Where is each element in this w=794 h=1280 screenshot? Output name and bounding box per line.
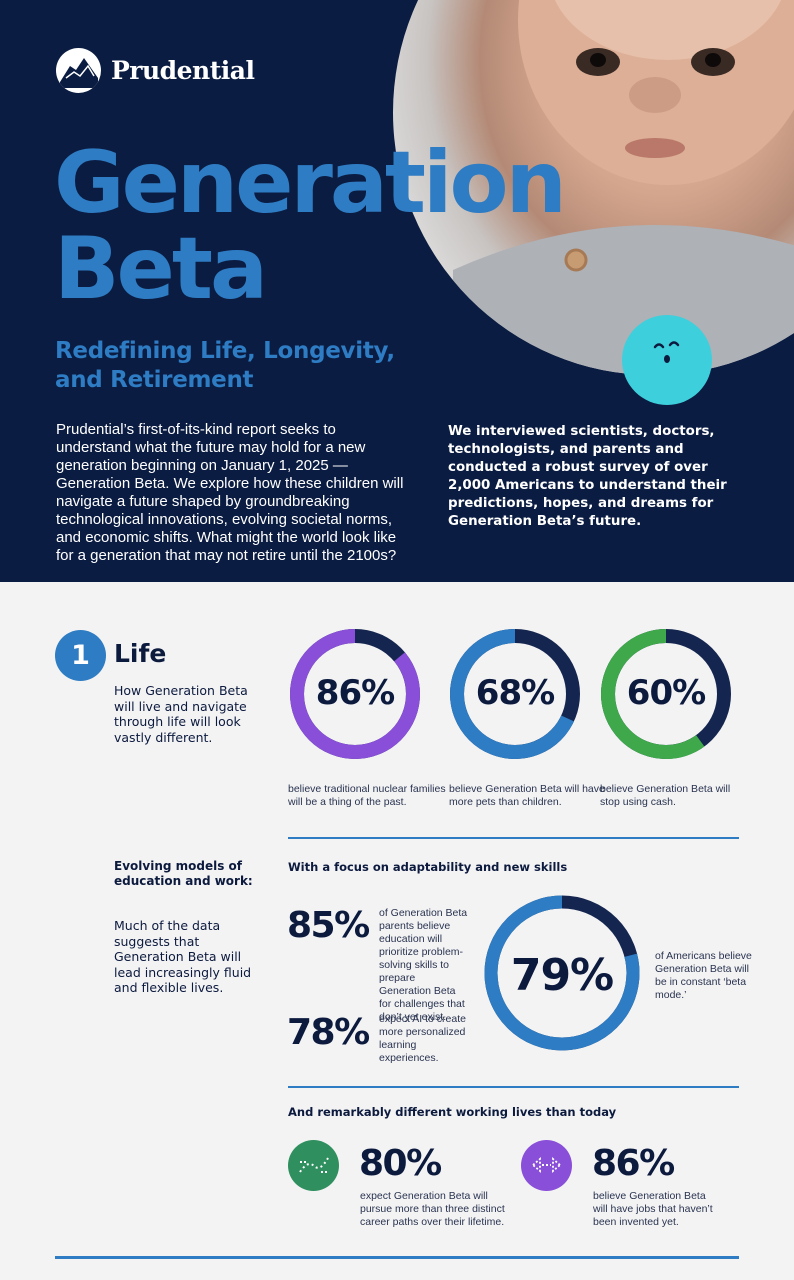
stat-problem-solving-text: of Generation Beta parents believe educa… (379, 907, 468, 1023)
work-heading: And remarkably different working lives t… (288, 1105, 617, 1119)
ring-value: 60% (626, 673, 706, 713)
bottom-divider (55, 1256, 739, 1259)
rock-of-gibraltar-icon (56, 48, 101, 93)
education-body: Much of the data suggests that Generatio… (114, 918, 252, 995)
ring-caption: believe Generation Beta will have more p… (449, 783, 605, 808)
stat-problem-solving-value: 85% (287, 905, 370, 946)
ring-value: 79% (510, 950, 614, 1001)
ring-arc (290, 629, 420, 759)
stat-new-jobs-text: believe Generation Beta will have jobs t… (593, 1190, 713, 1228)
ring-chart-beta-mode (484, 895, 640, 1051)
title-line-1: Generation (54, 133, 567, 233)
hero-section: Prudential Generation Beta Redefining Li… (0, 0, 794, 582)
section-description: How Generation Beta will live and naviga… (114, 683, 248, 745)
ring-caption: believe traditional nuclear families wil… (288, 783, 446, 808)
ring-arc (484, 895, 640, 1051)
ring-value: 68% (475, 673, 555, 713)
career-paths-icon (288, 1140, 339, 1191)
stat-new-jobs-value: 86% (592, 1143, 675, 1184)
face-icon (653, 341, 680, 363)
baby-illustration (453, 0, 794, 375)
prudential-logo[interactable]: Prudential (56, 48, 255, 93)
subtitle-line-1: Redefining Life, Longevity, (55, 338, 395, 364)
focus-heading: With a focus on adaptability and new ski… (288, 860, 568, 874)
title-line-2: Beta (54, 219, 268, 319)
page-title: Generation Beta (54, 133, 567, 319)
divider (288, 1086, 739, 1088)
subtitle: Redefining Life, Longevity, and Retireme… (55, 337, 395, 395)
intro-paragraph: Prudential’s first-of-its-kind report se… (56, 421, 404, 564)
baby-photo (393, 0, 794, 375)
new-jobs-icon (521, 1140, 572, 1191)
ring-chart-cash (601, 629, 731, 759)
ring-chart-pets (450, 629, 580, 759)
cyan-face-blob (622, 315, 712, 405)
ring-value: 86% (315, 673, 395, 713)
ring-arc (450, 629, 580, 759)
education-heading: Evolving models of education and work: (114, 859, 253, 888)
methodology-paragraph: We interviewed scientists, doctors, tech… (448, 424, 727, 529)
divider (288, 837, 739, 839)
ring-arc (601, 629, 731, 759)
stat-beta-mode-text: of Americans believe Generation Beta wil… (655, 950, 752, 1001)
section-title: Life (114, 639, 167, 668)
ring-chart-nuclear-families (290, 629, 420, 759)
stat-ai-learning-text: expect AI to create more personalized le… (379, 1013, 466, 1064)
stat-career-paths-value: 80% (359, 1143, 442, 1184)
brand-name: Prudential (111, 56, 255, 85)
section-number-badge: 1 (55, 630, 106, 681)
stat-ai-learning-value: 78% (287, 1012, 370, 1053)
stat-career-paths-text: expect Generation Beta will pursue more … (360, 1190, 505, 1228)
ring-caption: believe Generation Beta will stop using … (600, 783, 731, 808)
subtitle-line-2: and Retirement (55, 367, 254, 393)
